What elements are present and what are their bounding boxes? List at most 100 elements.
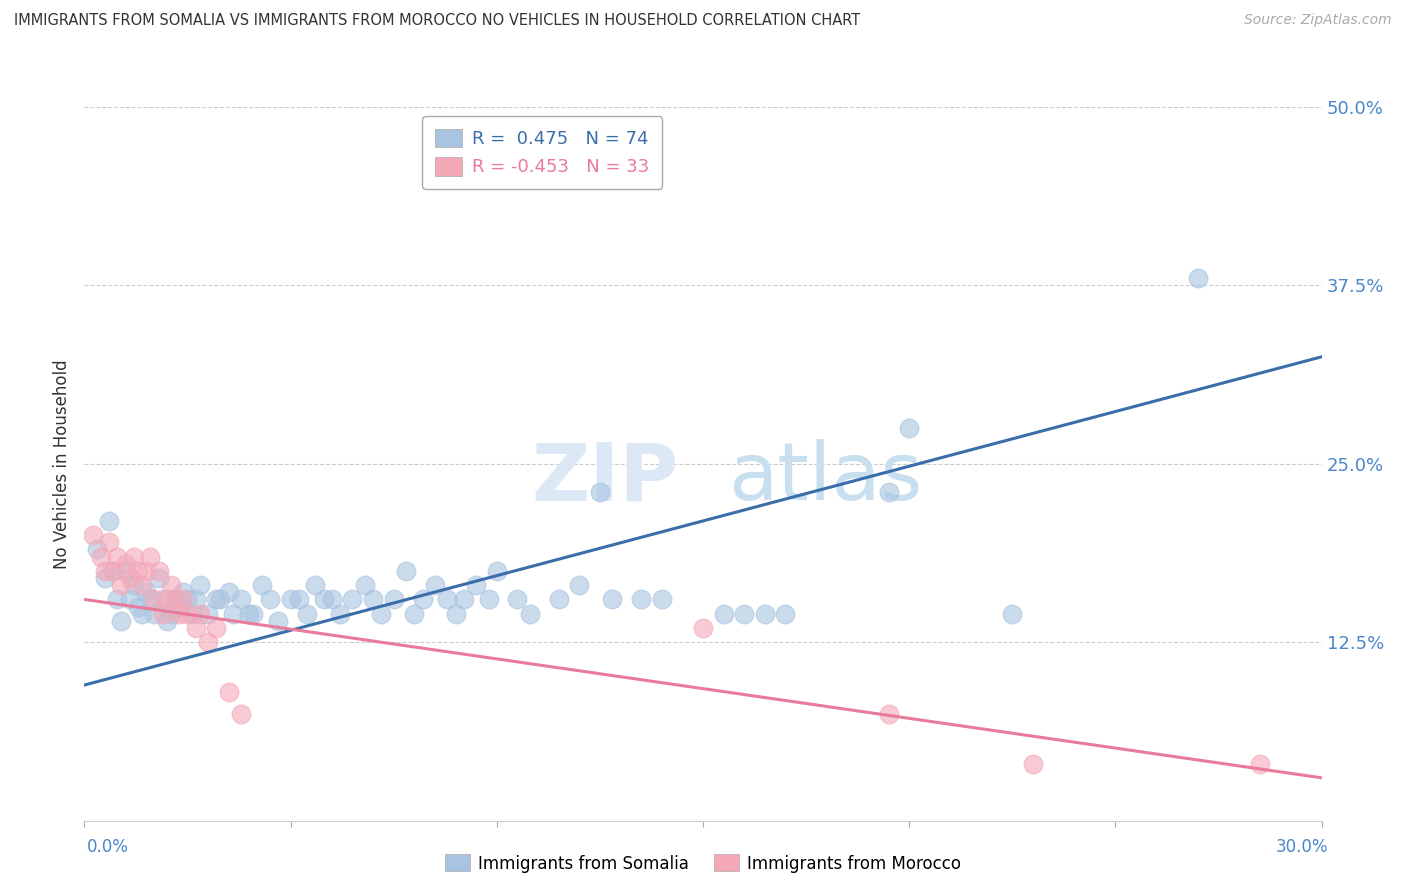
Point: [197, 607, 219, 621]
Point: [167, 599, 190, 614]
Point: [1001, 607, 1024, 621]
Text: atlas: atlas: [728, 439, 922, 517]
Point: [218, 685, 240, 699]
Point: [229, 592, 252, 607]
Text: 30.0%: 30.0%: [1277, 838, 1329, 855]
Point: [131, 607, 153, 621]
Point: [86, 542, 108, 557]
Point: [167, 607, 190, 621]
Point: [172, 585, 194, 599]
Point: [131, 578, 153, 592]
Point: [152, 592, 174, 607]
Point: [160, 578, 183, 592]
Point: [329, 607, 352, 621]
Point: [205, 621, 228, 635]
Point: [152, 607, 174, 621]
Point: [444, 607, 467, 621]
Point: [165, 592, 187, 607]
Point: [382, 592, 405, 607]
Point: [238, 607, 260, 621]
Point: [754, 607, 776, 621]
Point: [259, 592, 281, 607]
Point: [94, 564, 117, 578]
Point: [118, 592, 141, 607]
Point: [98, 514, 121, 528]
Point: [404, 607, 426, 621]
Legend: R =  0.475   N = 74, R = -0.453   N = 33: R = 0.475 N = 74, R = -0.453 N = 33: [422, 116, 662, 189]
Point: [148, 564, 170, 578]
Text: Source: ZipAtlas.com: Source: ZipAtlas.com: [1244, 13, 1392, 28]
Point: [547, 592, 569, 607]
Point: [110, 614, 132, 628]
Point: [519, 607, 541, 621]
Point: [218, 585, 240, 599]
Point: [176, 607, 198, 621]
Point: [342, 592, 364, 607]
Point: [361, 592, 384, 607]
Point: [568, 578, 591, 592]
Point: [105, 592, 128, 607]
Point: [898, 421, 921, 435]
Point: [127, 599, 149, 614]
Point: [222, 607, 245, 621]
Point: [160, 607, 183, 621]
Point: [127, 564, 149, 578]
Point: [312, 592, 335, 607]
Point: [143, 607, 166, 621]
Point: [353, 578, 375, 592]
Point: [733, 607, 755, 621]
Point: [412, 592, 434, 607]
Point: [172, 592, 194, 607]
Point: [321, 592, 343, 607]
Point: [156, 614, 179, 628]
Point: [506, 592, 529, 607]
Point: [453, 592, 475, 607]
Point: [465, 578, 488, 592]
Point: [103, 564, 125, 578]
Point: [1187, 271, 1209, 285]
Point: [229, 706, 252, 721]
Point: [105, 549, 128, 564]
Y-axis label: No Vehicles in Household: No Vehicles in Household: [53, 359, 72, 569]
Point: [877, 485, 900, 500]
Point: [135, 564, 157, 578]
Point: [114, 564, 136, 578]
Point: [209, 592, 232, 607]
Point: [143, 592, 166, 607]
Point: [1022, 756, 1045, 771]
Point: [295, 607, 318, 621]
Point: [877, 706, 900, 721]
Point: [176, 592, 198, 607]
Point: [122, 578, 145, 592]
Point: [288, 592, 311, 607]
Point: [90, 549, 112, 564]
Point: [180, 607, 202, 621]
Point: [122, 549, 145, 564]
Point: [135, 585, 157, 599]
Point: [713, 607, 735, 621]
Point: [114, 557, 136, 571]
Point: [477, 592, 499, 607]
Point: [94, 571, 117, 585]
Point: [395, 564, 418, 578]
Point: [589, 485, 612, 500]
Point: [188, 578, 211, 592]
Text: IMMIGRANTS FROM SOMALIA VS IMMIGRANTS FROM MOROCCO NO VEHICLES IN HOUSEHOLD CORR: IMMIGRANTS FROM SOMALIA VS IMMIGRANTS FR…: [14, 13, 860, 29]
Point: [184, 592, 207, 607]
Point: [103, 564, 125, 578]
Point: [304, 578, 326, 592]
Point: [197, 635, 219, 649]
Point: [630, 592, 652, 607]
Point: [485, 564, 508, 578]
Point: [267, 614, 290, 628]
Point: [139, 592, 162, 607]
Text: 0.0%: 0.0%: [87, 838, 129, 855]
Point: [600, 592, 623, 607]
Point: [205, 592, 228, 607]
Point: [165, 592, 187, 607]
Point: [242, 607, 264, 621]
Point: [370, 607, 392, 621]
Point: [118, 571, 141, 585]
Text: ZIP: ZIP: [531, 439, 678, 517]
Point: [280, 592, 302, 607]
